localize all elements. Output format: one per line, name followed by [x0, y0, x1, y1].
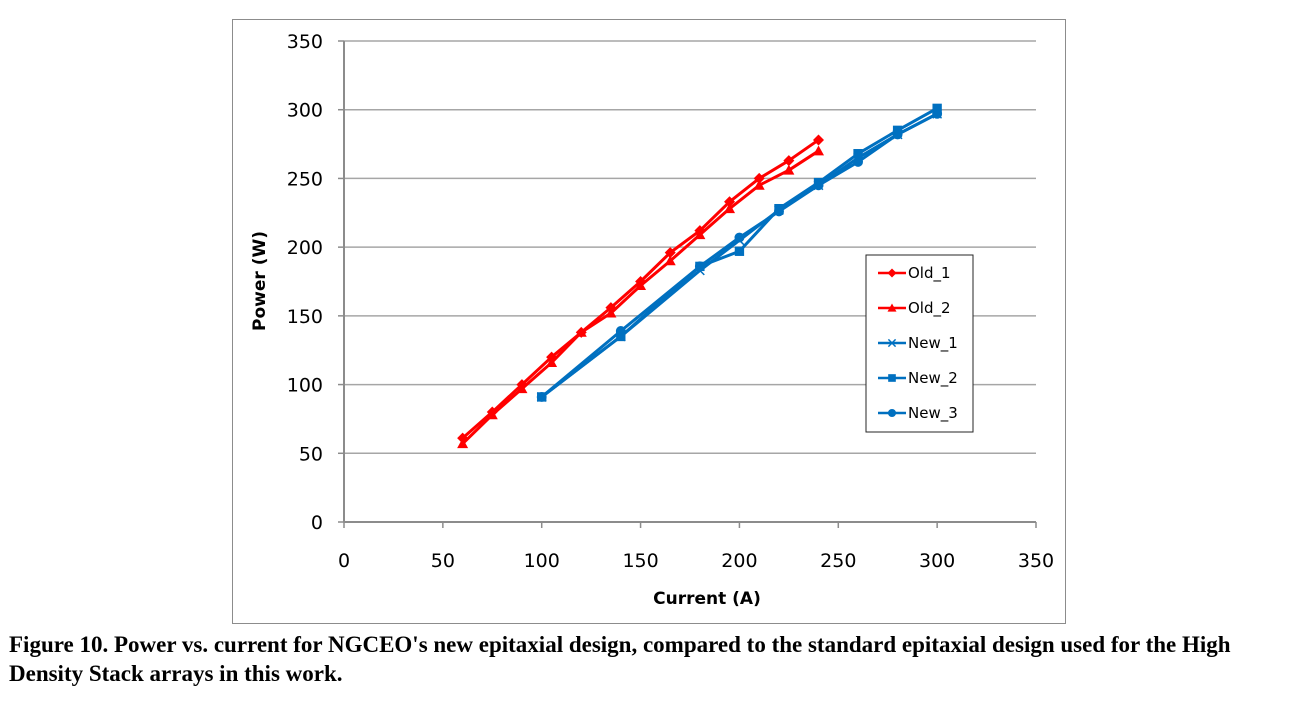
diamond-marker [724, 196, 736, 208]
legend-label: Old_1 [908, 264, 951, 283]
axes: 0 50 100 150 200 250 300 350 0 50 100 150 200 250 300 3… [287, 31, 1054, 572]
x-tick-label: 300 [919, 550, 955, 572]
legend-label: New_3 [908, 404, 958, 423]
circle-marker [887, 408, 897, 418]
square-marker [734, 246, 745, 256]
diamond-marker [753, 172, 765, 184]
square-marker [853, 149, 863, 159]
legend-label: New_2 [908, 369, 958, 388]
x-tick-label: 350 [1018, 550, 1054, 572]
data-series [457, 103, 943, 449]
circle-marker [774, 206, 784, 217]
triangle-marker [694, 229, 706, 240]
circle-marker [536, 391, 547, 402]
x-marker-stroke [887, 338, 897, 348]
triangle-marker [724, 203, 736, 214]
triangle-marker [783, 164, 795, 175]
gridlines [344, 40, 1036, 455]
chart-frame: 0 50 100 150 200 250 300 350 0 50 100 150 200 250 300 3… [232, 19, 1066, 624]
circle-marker [813, 180, 824, 191]
figure-caption: Figure 10. Power vs. current for NGCEO's… [9, 632, 1231, 686]
y-tick-label: 200 [287, 237, 323, 259]
y-tick-label: 350 [287, 31, 323, 53]
x-tick-label: 200 [721, 550, 757, 572]
legend-item: New_3 [878, 404, 958, 423]
circle-marker [615, 326, 626, 336]
triangle-marker [605, 307, 617, 318]
triangle-marker [516, 383, 528, 394]
triangle-marker [486, 409, 498, 420]
series-new-3 [536, 108, 943, 402]
square-marker [616, 331, 626, 342]
circle-marker [932, 108, 943, 119]
y-tick-label: 150 [287, 306, 323, 328]
triangle-marker [635, 280, 647, 291]
series-line [461, 149, 820, 445]
square-marker [888, 374, 896, 382]
y-tick-label: 300 [287, 100, 323, 122]
y-tick-label: 0 [311, 512, 323, 534]
diamond-marker [887, 268, 897, 278]
triangle-marker [887, 303, 897, 312]
x-marker [887, 338, 897, 348]
diamond-marker [664, 247, 676, 259]
legend-label: Old_2 [908, 299, 951, 318]
y-tick-label: 100 [287, 375, 323, 397]
y-tick-label: 50 [299, 443, 323, 465]
triangle-marker [457, 438, 469, 449]
triangle-marker [813, 145, 825, 156]
y-axis-title: Power (W) [250, 231, 270, 331]
square-marker [932, 103, 942, 114]
triangle-marker [546, 357, 558, 367]
diamond-marker [813, 134, 825, 146]
circle-marker [892, 129, 903, 140]
x-tick-label: 50 [431, 550, 455, 572]
power-vs-current-chart: 0 50 100 150 200 250 300 350 0 50 100 150 200 250 300 3… [250, 31, 1054, 609]
circle-marker [853, 156, 864, 167]
triangle-marker [575, 326, 587, 337]
legend-item: Old_2 [878, 299, 951, 318]
circle-marker [734, 232, 745, 243]
x-tick-label: 0 [338, 550, 350, 572]
triangle-marker [753, 179, 765, 190]
x-axis-title: Current (A) [653, 589, 761, 609]
x-tick-label: 250 [820, 550, 856, 572]
series-old-2 [457, 145, 825, 449]
x-tick-label: 100 [524, 550, 560, 572]
y-tick-label: 250 [287, 168, 323, 190]
legend-item: Old_1 [878, 264, 951, 283]
legend-label: New_1 [908, 334, 958, 353]
x-tick-label: 150 [622, 550, 658, 572]
legend: Old_1 Old_2 New_1 New_2 New_3 [865, 254, 974, 433]
triangle-marker [664, 255, 676, 266]
circle-marker [694, 261, 705, 272]
diamond-marker [783, 155, 795, 167]
legend-item: New_2 [878, 369, 958, 388]
legend-item: New_1 [878, 334, 958, 353]
